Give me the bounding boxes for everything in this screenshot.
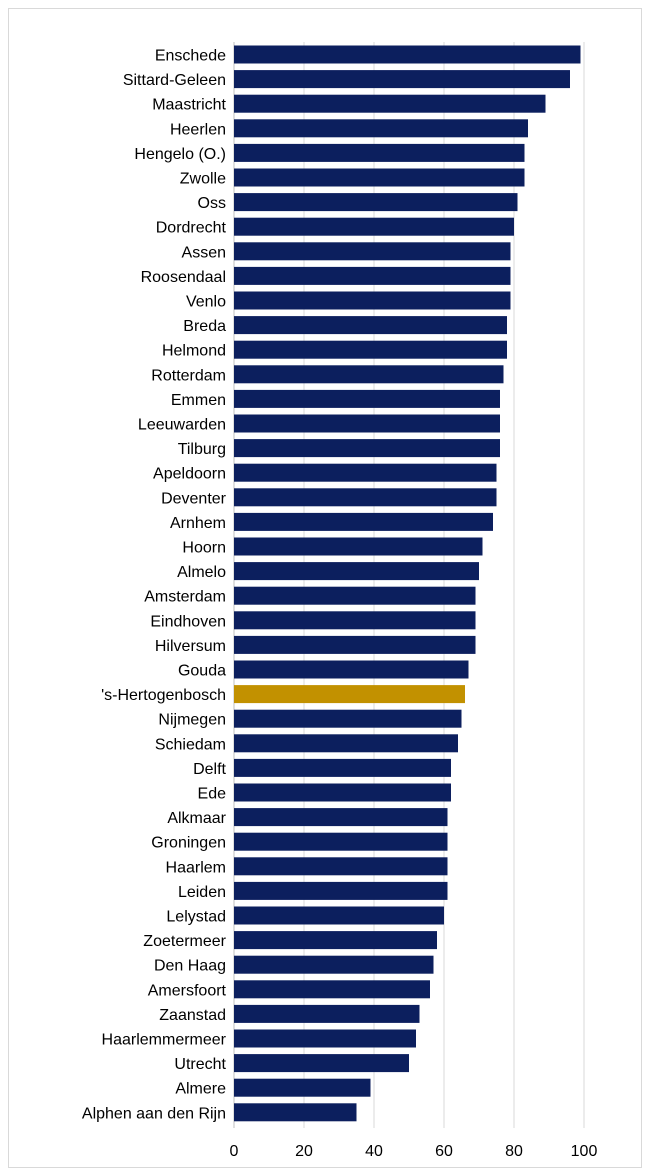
category-label: Gouda bbox=[178, 663, 226, 680]
category-label: Deventer bbox=[161, 490, 227, 507]
bar bbox=[234, 955, 434, 974]
bar bbox=[234, 70, 570, 89]
category-label: Alkmaar bbox=[167, 810, 226, 827]
category-labels: Enschede Sittard-Geleen Maastricht Heerlen H… bbox=[82, 48, 227, 1123]
bar bbox=[234, 143, 525, 162]
bar bbox=[234, 316, 507, 335]
bar bbox=[234, 832, 448, 851]
category-label: Hengelo (O.) bbox=[134, 146, 226, 163]
category-label: Hilversum bbox=[155, 638, 226, 655]
category-label: Leeuwarden bbox=[138, 417, 226, 434]
category-label: Alphen aan den Rijn bbox=[82, 1105, 226, 1122]
category-label: Amersfoort bbox=[148, 982, 227, 999]
category-label: Hoorn bbox=[182, 540, 226, 557]
category-label: Rotterdam bbox=[151, 367, 226, 384]
bar bbox=[234, 857, 448, 876]
bar bbox=[234, 611, 476, 630]
bar bbox=[234, 1054, 409, 1073]
category-label: Assen bbox=[182, 244, 226, 261]
category-label: Emmen bbox=[171, 392, 226, 409]
bar bbox=[234, 1029, 416, 1048]
bars bbox=[234, 45, 581, 1122]
bar bbox=[234, 365, 504, 384]
category-label: Arnhem bbox=[170, 515, 226, 532]
bar bbox=[234, 193, 518, 212]
category-label: Helmond bbox=[162, 343, 226, 360]
category-label: Heerlen bbox=[170, 121, 226, 138]
bar bbox=[234, 488, 497, 507]
bar bbox=[234, 291, 511, 310]
category-label: Dordrecht bbox=[156, 220, 227, 237]
bar bbox=[234, 94, 546, 113]
category-label: Utrecht bbox=[174, 1056, 226, 1073]
category-label: Roosendaal bbox=[141, 269, 226, 286]
bar bbox=[234, 1004, 420, 1023]
category-label: Nijmegen bbox=[158, 712, 226, 729]
category-label: Tilburg bbox=[178, 441, 226, 458]
category-label: Enschede bbox=[155, 48, 226, 65]
bar bbox=[234, 389, 500, 408]
bar bbox=[234, 512, 493, 531]
category-label: Leiden bbox=[178, 884, 226, 901]
bar bbox=[234, 660, 469, 679]
bar bbox=[234, 340, 507, 359]
x-tick-label: 80 bbox=[505, 1143, 523, 1160]
category-label: Oss bbox=[198, 195, 226, 212]
category-label: Lelystad bbox=[166, 909, 226, 926]
bar bbox=[234, 168, 525, 187]
category-label: Schiedam bbox=[155, 736, 226, 753]
category-label: Zaanstad bbox=[159, 1007, 226, 1024]
x-tick-label: 60 bbox=[435, 1143, 453, 1160]
bar bbox=[234, 1103, 357, 1122]
bar bbox=[234, 439, 500, 458]
bar bbox=[234, 242, 511, 261]
x-tick-label: 40 bbox=[365, 1143, 383, 1160]
bar bbox=[234, 119, 528, 138]
bar bbox=[234, 537, 483, 556]
bar bbox=[234, 1078, 371, 1097]
bar bbox=[234, 414, 500, 433]
category-label: Groningen bbox=[151, 835, 226, 852]
bar bbox=[234, 980, 430, 999]
bar bbox=[234, 783, 451, 802]
category-label: Almelo bbox=[177, 564, 226, 581]
bar bbox=[234, 758, 451, 777]
category-label: Zoetermeer bbox=[143, 933, 226, 950]
bar bbox=[234, 586, 476, 605]
bar bbox=[234, 463, 497, 482]
category-label: Delft bbox=[193, 761, 226, 778]
category-label: Haarlem bbox=[166, 859, 226, 876]
category-label: Den Haag bbox=[154, 958, 226, 975]
category-label: Maastricht bbox=[152, 97, 226, 114]
bar bbox=[234, 906, 444, 925]
bar bbox=[234, 709, 462, 728]
category-label: Zwolle bbox=[180, 171, 226, 188]
category-label: Sittard-Geleen bbox=[123, 72, 226, 89]
bar bbox=[234, 881, 448, 900]
category-label: Venlo bbox=[186, 294, 226, 311]
x-tick-label: 20 bbox=[295, 1143, 313, 1160]
category-label: Haarlemmermeer bbox=[102, 1032, 227, 1049]
bar bbox=[234, 266, 511, 285]
category-label: Ede bbox=[198, 786, 227, 803]
category-label: Apeldoorn bbox=[153, 466, 226, 483]
x-axis-ticks: 0 20 40 60 80 100 bbox=[230, 1143, 598, 1160]
bar bbox=[234, 734, 458, 753]
bar-highlighted bbox=[234, 685, 465, 704]
bar bbox=[234, 931, 437, 950]
bar bbox=[234, 635, 476, 654]
x-tick-label: 0 bbox=[230, 1143, 239, 1160]
category-label: Eindhoven bbox=[150, 613, 226, 630]
bar bbox=[234, 562, 479, 581]
bar bbox=[234, 808, 448, 827]
x-tick-label: 100 bbox=[571, 1143, 598, 1160]
category-label: Almere bbox=[175, 1081, 226, 1098]
bar bbox=[234, 217, 514, 236]
category-label: Breda bbox=[183, 318, 226, 335]
category-label: Amsterdam bbox=[144, 589, 226, 606]
bar bbox=[234, 45, 581, 64]
category-label: 's-Hertogenbosch bbox=[101, 687, 226, 704]
